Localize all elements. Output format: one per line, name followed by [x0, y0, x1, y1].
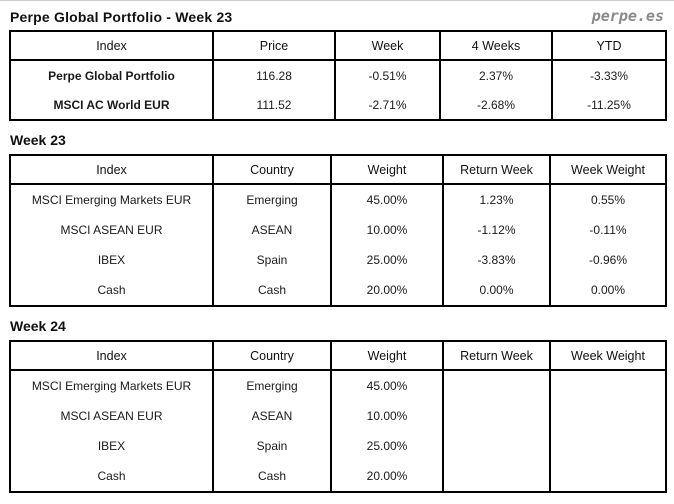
- table-row: IBEX Spain 25.00% -3.83% -0.96%: [9, 245, 667, 275]
- col-header-country: Country: [212, 341, 332, 371]
- cell-index-name: IBEX: [9, 431, 214, 461]
- col-header-index: Index: [9, 155, 214, 185]
- cell-index-name: MSCI Emerging Markets EUR: [9, 184, 214, 215]
- cell-ytd-return: -3.33%: [551, 60, 667, 90]
- cell-week-weight: 0.00%: [549, 275, 667, 306]
- cell-return-week: [442, 461, 551, 492]
- table-row: IBEX Spain 25.00%: [9, 431, 667, 461]
- cell-return-week: 1.23%: [442, 184, 551, 215]
- table-row: MSCI Emerging Markets EUR Emerging 45.00…: [9, 184, 667, 215]
- cell-weight: 20.00%: [330, 275, 444, 306]
- col-header-price: Price: [212, 31, 336, 61]
- cell-week-weight: [549, 401, 667, 431]
- summary-header-row: Index Price Week 4 Weeks YTD: [9, 31, 667, 61]
- col-header-index: Index: [9, 31, 214, 61]
- cell-return-week: [442, 431, 551, 461]
- cell-return-week: -1.12%: [442, 215, 551, 245]
- cell-weight: 45.00%: [330, 370, 444, 401]
- title-bar: Perpe Global Portfolio - Week 23 perpe.e…: [0, 1, 674, 30]
- cell-price: 111.52: [212, 90, 336, 120]
- col-header-weight: Weight: [330, 155, 444, 185]
- cell-weight: 25.00%: [330, 431, 444, 461]
- page-title: Perpe Global Portfolio - Week 23: [10, 9, 233, 25]
- cell-country: Emerging: [212, 184, 332, 215]
- summary-table: Index Price Week 4 Weeks YTD Perpe Globa…: [9, 30, 667, 121]
- cell-4weeks-return: 2.37%: [439, 60, 553, 90]
- table-row: MSCI ASEAN EUR ASEAN 10.00% -1.12% -0.11…: [9, 215, 667, 245]
- cell-weight: 20.00%: [330, 461, 444, 492]
- week24-table: Index Country Weight Return Week Week We…: [9, 340, 667, 493]
- cell-return-week: 0.00%: [442, 275, 551, 306]
- col-header-weight: Weight: [330, 341, 444, 371]
- cell-country: ASEAN: [212, 401, 332, 431]
- cell-weight: 25.00%: [330, 245, 444, 275]
- table-row: MSCI ASEAN EUR ASEAN 10.00%: [9, 401, 667, 431]
- col-header-index: Index: [9, 341, 214, 371]
- col-header-week: Week: [334, 31, 441, 61]
- cell-index-name: MSCI ASEAN EUR: [9, 215, 214, 245]
- cell-weight: 10.00%: [330, 215, 444, 245]
- cell-week-return: -0.51%: [334, 60, 441, 90]
- col-header-week-weight: Week Weight: [549, 341, 667, 371]
- cell-index-name: MSCI Emerging Markets EUR: [9, 370, 214, 401]
- table-row: MSCI AC World EUR 111.52 -2.71% -2.68% -…: [9, 90, 667, 120]
- cell-return-week: [442, 401, 551, 431]
- table-row: Perpe Global Portfolio 116.28 -0.51% 2.3…: [9, 60, 667, 90]
- cell-week-weight: -0.11%: [549, 215, 667, 245]
- week24-heading: Week 24: [10, 318, 66, 334]
- col-header-4weeks: 4 Weeks: [439, 31, 553, 61]
- col-header-country: Country: [212, 155, 332, 185]
- table-row: MSCI Emerging Markets EUR Emerging 45.00…: [9, 370, 667, 401]
- cell-week-weight: [549, 431, 667, 461]
- site-logo: perpe.es: [591, 7, 664, 25]
- cell-return-week: [442, 370, 551, 401]
- cell-ytd-return: -11.25%: [551, 90, 667, 120]
- cell-week-weight: 0.55%: [549, 184, 667, 215]
- table-row: Cash Cash 20.00% 0.00% 0.00%: [9, 275, 667, 306]
- cell-country: Emerging: [212, 370, 332, 401]
- cell-index-name: MSCI AC World EUR: [9, 90, 214, 120]
- cell-country: Cash: [212, 461, 332, 492]
- col-header-return-week: Return Week: [442, 341, 551, 371]
- week24-header-row: Index Country Weight Return Week Week We…: [9, 341, 667, 371]
- cell-country: Spain: [212, 245, 332, 275]
- cell-weight: 45.00%: [330, 184, 444, 215]
- cell-week-weight: -0.96%: [549, 245, 667, 275]
- cell-country: ASEAN: [212, 215, 332, 245]
- cell-index-name: IBEX: [9, 245, 214, 275]
- cell-index-name: Perpe Global Portfolio: [9, 60, 214, 90]
- cell-country: Cash: [212, 275, 332, 306]
- cell-country: Spain: [212, 431, 332, 461]
- cell-index-name: Cash: [9, 275, 214, 306]
- col-header-ytd: YTD: [551, 31, 667, 61]
- cell-week-weight: [549, 370, 667, 401]
- week23-header-row: Index Country Weight Return Week Week We…: [9, 155, 667, 185]
- col-header-week-weight: Week Weight: [549, 155, 667, 185]
- col-header-return-week: Return Week: [442, 155, 551, 185]
- week23-table: Index Country Weight Return Week Week We…: [9, 154, 667, 307]
- cell-weight: 10.00%: [330, 401, 444, 431]
- cell-4weeks-return: -2.68%: [439, 90, 553, 120]
- week23-heading: Week 23: [10, 132, 66, 148]
- cell-index-name: MSCI ASEAN EUR: [9, 401, 214, 431]
- cell-return-week: -3.83%: [442, 245, 551, 275]
- cell-week-weight: [549, 461, 667, 492]
- cell-week-return: -2.71%: [334, 90, 441, 120]
- cell-index-name: Cash: [9, 461, 214, 492]
- table-row: Cash Cash 20.00%: [9, 461, 667, 492]
- cell-price: 116.28: [212, 60, 336, 90]
